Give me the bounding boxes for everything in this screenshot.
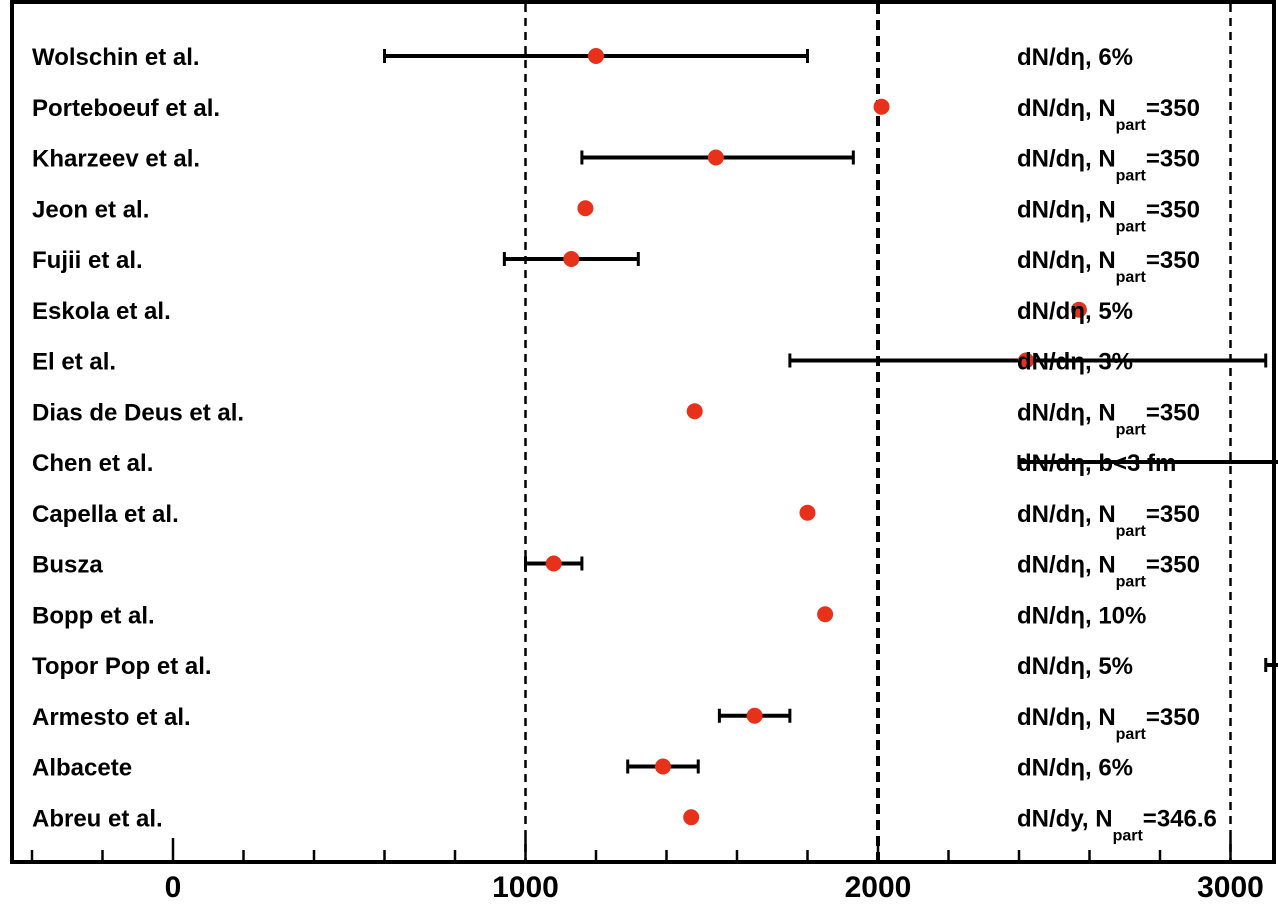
note-main: dN/dη, 6% [1017, 44, 1133, 71]
model-label: Capella et al. [32, 501, 179, 528]
data-point [1018, 352, 1035, 369]
note-main: dN/dη, N [1017, 247, 1116, 274]
note-main: dN/dη, N [1017, 95, 1116, 122]
measure-note: dN/dη, 5% [1017, 653, 1133, 680]
model-label: Bopp et al. [32, 602, 155, 629]
note-tail: =350 [1146, 552, 1200, 579]
measure-note: dN/dη, Npart=350 [1017, 196, 1200, 235]
measure-note: dN/dy, Npart=346.6 [1017, 805, 1217, 844]
plot-frame [10, 0, 1276, 864]
note-tail: =350 [1146, 247, 1200, 274]
note-main: dN/dη, N [1017, 704, 1116, 731]
note-main: dN/dη, b<3 fm [1017, 450, 1176, 477]
data-point [683, 809, 700, 826]
measure-note: dN/dη, b<3 fm [1017, 450, 1176, 477]
note-subscript: part [1116, 421, 1147, 438]
model-label: Kharzeev et al. [32, 146, 200, 173]
grid-lines [524, 4, 1232, 862]
measure-note: dN/dη, Npart=350 [1017, 399, 1200, 438]
model-label: Busza [32, 552, 103, 579]
note-main: dN/dη, N [1017, 552, 1116, 579]
data-point [746, 707, 763, 724]
error-bar [1017, 455, 1278, 469]
note-main: dN/dy, N [1017, 805, 1113, 832]
x-tick-label: 0 [165, 871, 182, 904]
measure-note: dN/dη, 6% [1017, 44, 1133, 71]
measure-note: dN/dη, 5% [1017, 298, 1133, 325]
note-main: dN/dη, N [1017, 146, 1116, 173]
note-main: dN/dη, 3% [1017, 349, 1133, 376]
note-main: dN/dη, N [1017, 501, 1116, 528]
model-label: Chen et al. [32, 450, 153, 477]
data-point [563, 251, 580, 267]
note-tail: =350 [1146, 146, 1200, 173]
data-point [817, 606, 834, 623]
measure-note: dN/dη, Npart=350 [1017, 146, 1200, 185]
note-main: dN/dη, 5% [1017, 653, 1133, 680]
note-subscript: part [1116, 168, 1147, 185]
error-bar [1264, 658, 1278, 672]
x-axis: 0100020003000400050006000 [30, 838, 1264, 904]
measure-note: dN/dη, 6% [1017, 755, 1133, 782]
model-label: Armesto et al. [32, 704, 191, 731]
note-main: dN/dη, N [1017, 196, 1116, 223]
x-tick-label: 1000 [492, 871, 559, 904]
measure-note: dN/dη, Npart=350 [1017, 552, 1200, 591]
x-tick-label: 2000 [845, 871, 912, 904]
error-bars [383, 49, 1278, 774]
model-label: El et al. [32, 349, 116, 376]
data-points [545, 48, 1087, 826]
note-subscript: part [1116, 269, 1147, 286]
measure-note: dN/dη, Npart=350 [1017, 501, 1200, 540]
measure-note: dN/dη, Npart=350 [1017, 247, 1200, 286]
measure-note: dN/dη, Npart=350 [1017, 704, 1200, 743]
measure-note: dN/dη, 10% [1017, 602, 1146, 629]
model-labels: Wolschin et al. Porteboeuf et al. Kharzeev… [32, 44, 244, 832]
data-point [686, 403, 703, 420]
note-tail: =346.6 [1143, 805, 1217, 832]
model-label: Porteboeuf et al. [32, 95, 220, 122]
model-label: Wolschin et al. [32, 44, 200, 71]
note-subscript: part [1116, 574, 1147, 591]
data-point [873, 98, 890, 115]
data-point [577, 200, 594, 217]
note-main: dN/dη, 5% [1017, 298, 1133, 325]
model-label: Topor Pop et al. [32, 653, 212, 680]
note-tail: =350 [1146, 704, 1200, 731]
data-point [545, 555, 562, 572]
data-point [654, 758, 671, 775]
note-main: dN/dη, 10% [1017, 602, 1146, 629]
model-label: Albacete [32, 755, 132, 782]
model-label: Abreu et al. [32, 805, 163, 832]
note-tail: =350 [1146, 399, 1200, 426]
data-point [799, 504, 816, 521]
model-label: Dias de Deus et al. [32, 399, 244, 426]
model-label: Jeon et al. [32, 196, 149, 223]
note-subscript: part [1116, 726, 1147, 743]
data-point [588, 48, 604, 64]
data-point [707, 149, 724, 166]
note-main: dN/dη, N [1017, 399, 1116, 426]
note-tail: =350 [1146, 95, 1200, 122]
x-tick-label: 3000 [1197, 871, 1264, 904]
note-tail: =350 [1146, 501, 1200, 528]
data-point [1070, 301, 1087, 318]
note-subscript: part [1116, 523, 1147, 540]
model-label: Fujii et al. [32, 247, 143, 274]
measure-note: dN/dη, Npart=350 [1017, 95, 1200, 134]
note-main: dN/dη, 6% [1017, 755, 1133, 782]
note-tail: =350 [1146, 196, 1200, 223]
note-subscript: part [1116, 117, 1147, 134]
model-label: Eskola et al. [32, 298, 171, 325]
note-subscript: part [1113, 827, 1144, 844]
measure-note: dN/dη, 3% [1017, 349, 1133, 376]
note-subscript: part [1116, 218, 1147, 235]
